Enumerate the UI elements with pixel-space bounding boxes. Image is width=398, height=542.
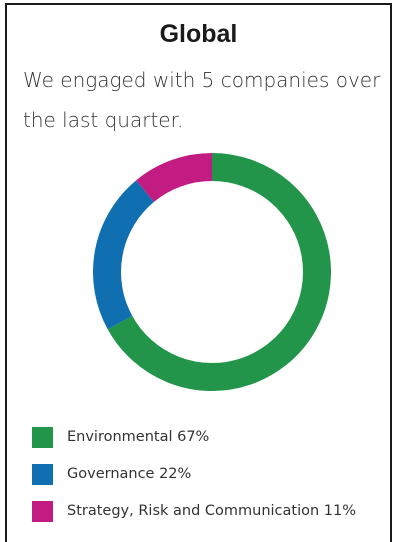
card-subtitle: We engaged with 5 companies over the las…	[23, 68, 381, 132]
legend-item-environmental: Environmental 67%	[32, 425, 387, 449]
legend-label-governance: Governance 22%	[67, 466, 192, 482]
donut-slice-strategy-risk-and-communication	[136, 153, 213, 203]
engagement-card: Global We engaged with 5 companies over …	[5, 3, 392, 542]
chart-legend: Environmental 67% Governance 22% Strateg…	[32, 425, 387, 536]
legend-label-strategy-risk-communication: Strategy, Risk and Communication 11%	[67, 503, 357, 519]
card-title: Global	[159, 20, 238, 48]
donut-slice-environmental	[107, 153, 331, 391]
legend-item-governance: Governance 22%	[32, 462, 387, 486]
donut-slice-governance	[93, 180, 155, 330]
legend-swatch-strategy-risk-communication	[32, 500, 53, 522]
donut-chart	[93, 153, 331, 391]
legend-swatch-environmental	[32, 426, 53, 448]
legend-label-environmental: Environmental 67%	[67, 429, 210, 445]
legend-item-strategy-risk-communication: Strategy, Risk and Communication 11%	[32, 499, 387, 523]
legend-swatch-governance	[32, 463, 53, 485]
